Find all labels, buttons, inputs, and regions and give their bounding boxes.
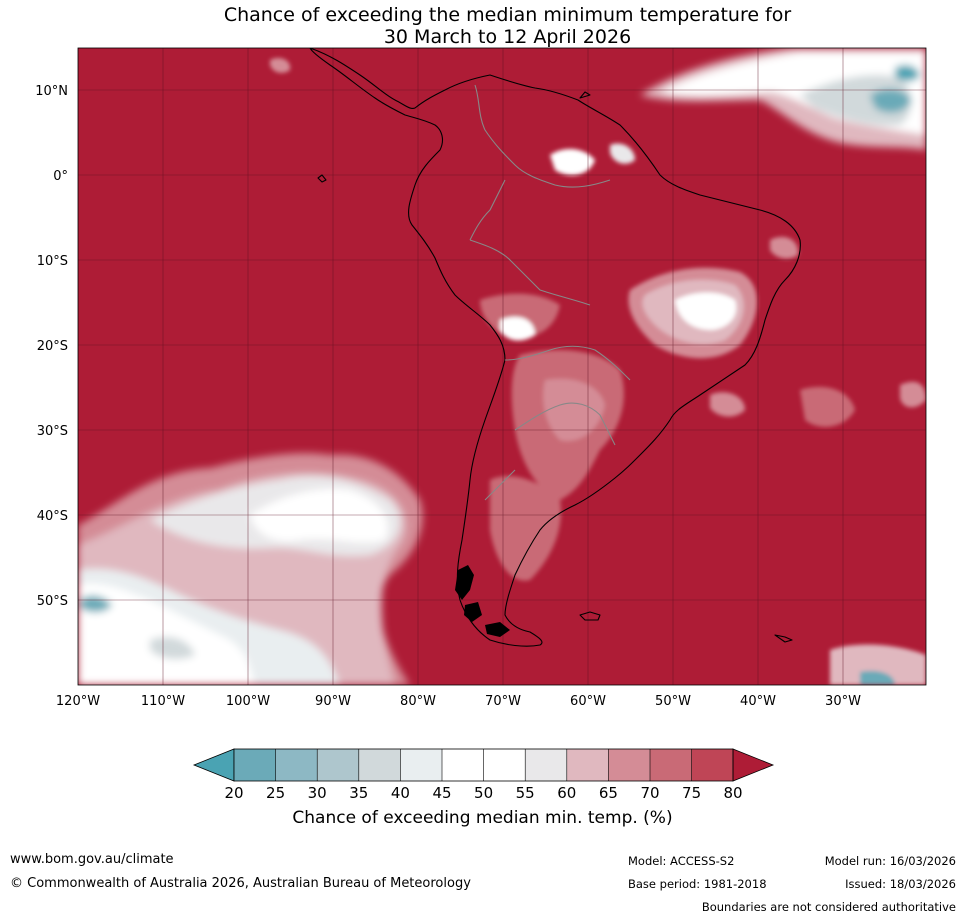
lat-label: 10°S (37, 254, 68, 269)
colorbar-segment (358, 749, 401, 781)
colorbar-tick: 40 (391, 784, 410, 802)
latitude-labels: 10°N 0° 10°S 20°S 30°S 40°S 50°S (35, 84, 68, 609)
map-frame (77, 47, 927, 686)
lon-label: 100°W (226, 694, 270, 709)
south-america-coastline (309, 48, 801, 647)
lat-label: 10°N (35, 84, 68, 99)
colorbar-tick: 50 (474, 784, 493, 802)
base-period: Base period: 1981-2018 (628, 877, 767, 891)
map-title-line1: Chance of exceeding the median minimum t… (223, 4, 792, 26)
colorbar-left-arrow (192, 748, 235, 782)
website-link[interactable]: www.bom.gov.au/climate (10, 852, 174, 867)
lon-label: 80°W (400, 694, 436, 709)
colorbar-segment (525, 749, 567, 781)
colorbar-segment (691, 749, 733, 781)
colorbar-tick: 30 (308, 784, 327, 802)
map-plot-area (78, 48, 926, 685)
patagonia-islands (455, 565, 510, 637)
lon-label: 30°W (825, 694, 861, 709)
copyright-text: © Commonwealth of Australia 2026, Austra… (10, 876, 471, 891)
lon-label: 50°W (655, 694, 691, 709)
colorbar-tick: 70 (640, 784, 659, 802)
colorbar-tick: 45 (432, 784, 451, 802)
southeast-pacific-low-probability-region (78, 453, 423, 685)
issued-date: Issued: 18/03/2026 (845, 877, 956, 891)
colorbar-tick: 75 (682, 784, 701, 802)
colorbar-tick: 80 (723, 784, 742, 802)
colorbar-segment (442, 749, 484, 781)
colorbar-dividers (275, 749, 692, 781)
colorbar-tick: 25 (266, 784, 285, 802)
colorbar-right-arrow (732, 748, 775, 782)
lat-label: 40°S (37, 509, 68, 524)
map-title-line2: 30 March to 12 April 2026 (383, 26, 632, 48)
map-title: Chance of exceeding the median minimum t… (0, 4, 965, 48)
boundaries-disclaimer: Boundaries are not considered authoritat… (701, 900, 956, 914)
lon-label: 40°W (740, 694, 776, 709)
lat-label: 30°S (37, 424, 68, 439)
colorbar: 20 25 30 35 40 45 50 55 60 65 70 75 80 (192, 748, 775, 802)
lon-label: 70°W (485, 694, 521, 709)
lat-label: 50°S (37, 594, 68, 609)
colorbar-segment (317, 749, 359, 781)
colorbar-tick: 55 (516, 784, 535, 802)
colorbar-label: Chance of exceeding median min. temp. (%… (292, 808, 673, 828)
map-gridlines (78, 48, 926, 685)
lon-label: 110°W (141, 694, 185, 709)
brazil-highlands-low-probability-region (270, 58, 926, 685)
model-run-date: Model run: 16/03/2026 (824, 854, 956, 868)
colorbar-tick: 65 (599, 784, 618, 802)
colorbar-segment (608, 749, 650, 781)
lon-label: 120°W (56, 694, 100, 709)
colorbar-segment (275, 749, 318, 781)
colorbar-segment (650, 749, 692, 781)
north-atlantic-low-probability-region (640, 48, 926, 150)
country-borders (469, 84, 631, 501)
lat-label: 20°S (37, 339, 68, 354)
colorbar-segment (566, 749, 609, 781)
longitude-labels: 120°W 110°W 100°W 90°W 80°W 70°W 60°W 50… (56, 694, 861, 709)
colorbar-segment (483, 749, 526, 781)
lon-label: 60°W (570, 694, 606, 709)
lat-label: 0° (53, 169, 68, 184)
colorbar-tick: 60 (557, 784, 576, 802)
colorbar-segment (400, 749, 442, 781)
colorbar-segment (234, 749, 276, 781)
colorbar-tick: 35 (349, 784, 368, 802)
lon-label: 90°W (315, 694, 351, 709)
model-name: Model: ACCESS-S2 (628, 854, 735, 868)
colorbar-tick: 20 (224, 784, 243, 802)
colorbar-tick-labels: 20 25 30 35 40 45 50 55 60 65 70 75 80 (224, 784, 742, 802)
